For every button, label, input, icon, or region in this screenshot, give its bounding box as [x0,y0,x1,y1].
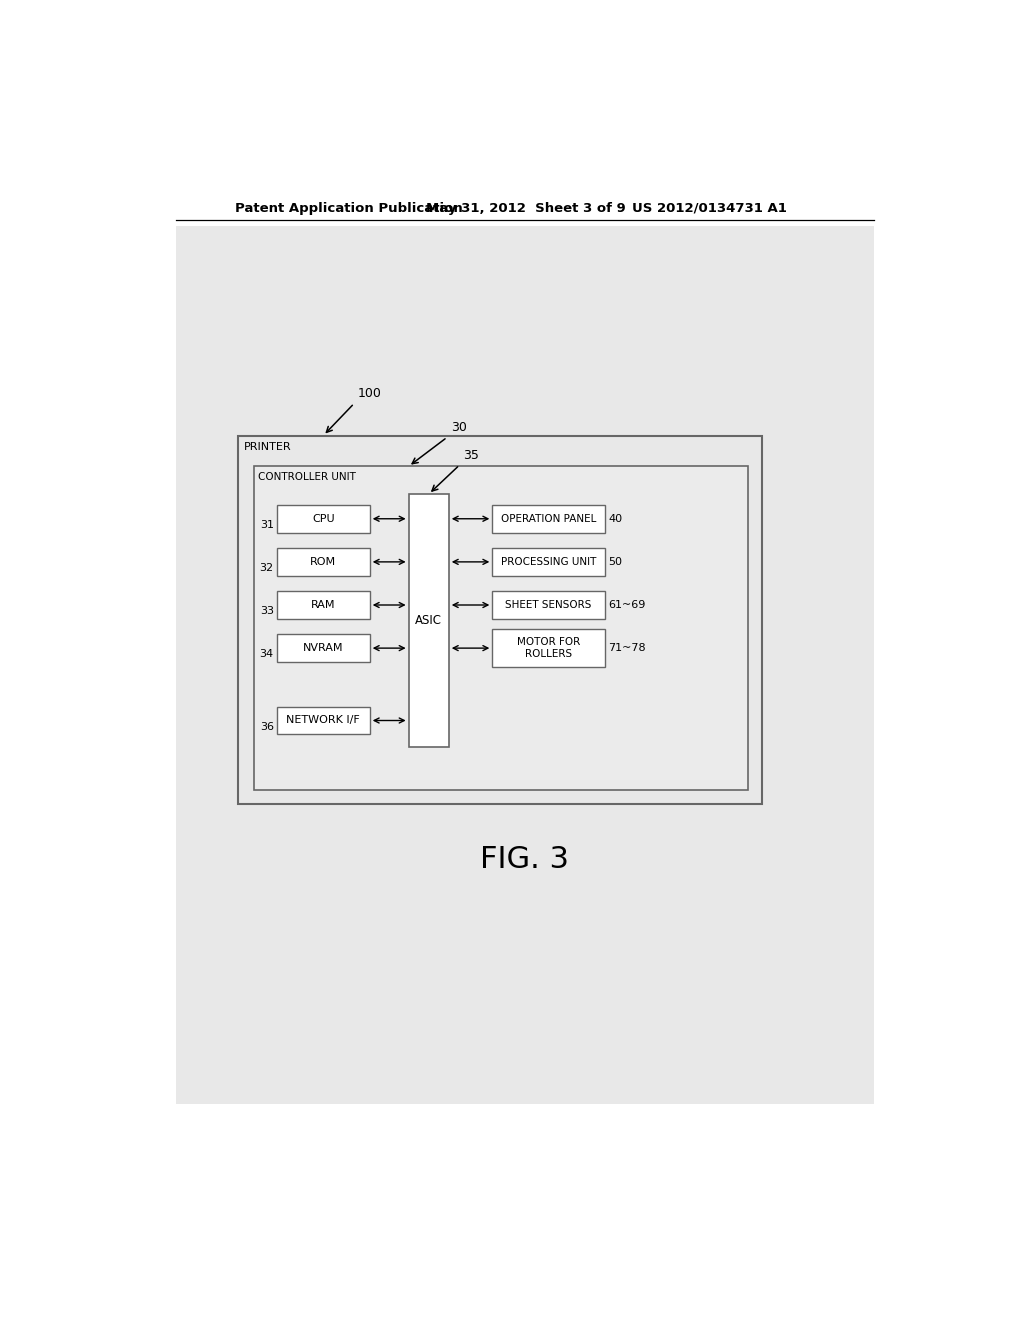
Text: 40: 40 [608,513,623,524]
Text: 33: 33 [260,606,273,616]
Text: FIG. 3: FIG. 3 [480,845,569,874]
Bar [493,548,604,576]
Bar [238,436,762,804]
Text: RAM: RAM [311,601,336,610]
Text: 35: 35 [463,449,478,462]
Bar [276,506,370,533]
Text: May 31, 2012  Sheet 3 of 9: May 31, 2012 Sheet 3 of 9 [426,202,626,215]
Text: 100: 100 [357,387,381,400]
Bar [493,591,604,619]
Bar [276,706,370,734]
Bar [176,226,873,1104]
Text: 36: 36 [260,722,273,731]
Text: MOTOR FOR
ROLLERS: MOTOR FOR ROLLERS [517,638,580,659]
Text: ASIC: ASIC [415,614,442,627]
Text: Patent Application Publication: Patent Application Publication [234,202,463,215]
Text: 32: 32 [259,564,273,573]
Text: 61~69: 61~69 [608,601,646,610]
Text: CPU: CPU [312,513,335,524]
Bar [409,494,449,747]
Text: 31: 31 [260,520,273,529]
Text: ROM: ROM [310,557,336,566]
Text: 34: 34 [259,649,273,659]
Text: 30: 30 [452,421,467,434]
Text: OPERATION PANEL: OPERATION PANEL [501,513,596,524]
Text: NVRAM: NVRAM [303,643,343,653]
Bar [276,591,370,619]
Bar [493,628,604,668]
Text: PRINTER: PRINTER [245,442,292,453]
Text: SHEET SENSORS: SHEET SENSORS [505,601,592,610]
Bar [493,506,604,533]
Bar [276,635,370,663]
Text: 50: 50 [608,557,623,566]
Text: US 2012/0134731 A1: US 2012/0134731 A1 [632,202,786,215]
Text: 71~78: 71~78 [608,643,646,653]
Text: CONTROLLER UNIT: CONTROLLER UNIT [258,473,356,482]
Text: PROCESSING UNIT: PROCESSING UNIT [501,557,596,566]
Text: NETWORK I/F: NETWORK I/F [287,715,360,726]
Bar [254,466,748,789]
Bar [276,548,370,576]
